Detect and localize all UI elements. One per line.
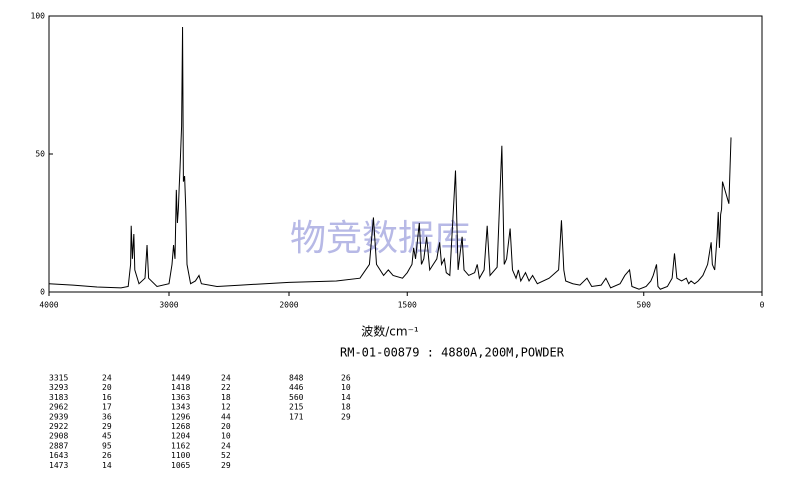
peak-intensity: 36 bbox=[102, 412, 112, 421]
x-tick-label: 1500 bbox=[398, 301, 417, 310]
watermark: 物竞数据库 bbox=[290, 218, 470, 259]
peak-intensity: 14 bbox=[102, 461, 112, 470]
x-tick-label: 500 bbox=[637, 301, 652, 310]
peak-intensity: 26 bbox=[341, 374, 351, 383]
peak-wavenumber: 446 bbox=[289, 383, 304, 392]
peak-intensity: 24 bbox=[221, 441, 231, 450]
peak-intensity: 17 bbox=[102, 403, 112, 412]
y-tick-label: 0 bbox=[40, 288, 45, 297]
peak-intensity: 24 bbox=[102, 374, 112, 383]
peak-intensity: 20 bbox=[102, 383, 112, 392]
y-tick-label: 100 bbox=[31, 12, 46, 21]
peak-intensity: 18 bbox=[341, 403, 351, 412]
peak-wavenumber: 1363 bbox=[171, 393, 190, 402]
peak-intensity: 10 bbox=[341, 383, 351, 392]
peak-wavenumber: 2887 bbox=[49, 441, 68, 450]
y-tick-label: 50 bbox=[35, 150, 45, 159]
peak-wavenumber: 215 bbox=[289, 403, 304, 412]
x-tick-label: 2000 bbox=[279, 301, 298, 310]
peak-intensity: 16 bbox=[102, 393, 112, 402]
peak-intensity: 45 bbox=[102, 432, 112, 441]
peak-intensity: 24 bbox=[221, 374, 231, 383]
x-tick-label: 4000 bbox=[39, 301, 58, 310]
peak-wavenumber: 1065 bbox=[171, 461, 190, 470]
peak-wavenumber: 2908 bbox=[49, 432, 68, 441]
peak-intensity: 95 bbox=[102, 441, 112, 450]
x-tick-label: 0 bbox=[760, 301, 765, 310]
peak-wavenumber: 1343 bbox=[171, 403, 190, 412]
peak-wavenumber: 171 bbox=[289, 412, 304, 421]
peak-intensity: 18 bbox=[221, 393, 231, 402]
peak-wavenumber: 1268 bbox=[171, 422, 190, 431]
peak-intensity: 10 bbox=[221, 432, 231, 441]
peak-wavenumber: 2962 bbox=[49, 403, 68, 412]
peak-wavenumber: 3293 bbox=[49, 383, 68, 392]
peak-wavenumber: 1418 bbox=[171, 383, 190, 392]
peak-intensity: 29 bbox=[221, 461, 231, 470]
peak-wavenumber: 848 bbox=[289, 374, 304, 383]
peak-wavenumber: 1449 bbox=[171, 374, 190, 383]
peak-wavenumber: 3315 bbox=[49, 374, 68, 383]
x-axis-label: 波数/cm⁻¹ bbox=[361, 324, 419, 339]
peak-wavenumber: 1162 bbox=[171, 441, 190, 450]
peak-intensity: 14 bbox=[341, 393, 351, 402]
peak-intensity: 44 bbox=[221, 412, 231, 421]
peak-wavenumber: 1100 bbox=[171, 451, 190, 460]
peak-wavenumber: 560 bbox=[289, 393, 304, 402]
peak-wavenumber: 1473 bbox=[49, 461, 68, 470]
peak-intensity: 29 bbox=[341, 412, 351, 421]
x-tick-label: 3000 bbox=[159, 301, 178, 310]
peak-intensity: 26 bbox=[102, 451, 112, 460]
peak-wavenumber: 2922 bbox=[49, 422, 68, 431]
peak-intensity: 12 bbox=[221, 403, 231, 412]
peak-wavenumber: 3183 bbox=[49, 393, 68, 402]
spectrum-line bbox=[48, 27, 732, 290]
subtitle: RM-01-00879 : 4880A,200M,POWDER bbox=[340, 346, 565, 360]
peak-wavenumber: 1204 bbox=[171, 432, 190, 441]
peak-intensity: 20 bbox=[221, 422, 231, 431]
peak-wavenumber: 1643 bbox=[49, 451, 68, 460]
peak-wavenumber: 1296 bbox=[171, 412, 190, 421]
peak-intensity: 52 bbox=[221, 451, 231, 460]
peak-wavenumber: 2939 bbox=[49, 412, 68, 421]
peak-intensity: 22 bbox=[221, 383, 231, 392]
peak-intensity: 29 bbox=[102, 422, 112, 431]
